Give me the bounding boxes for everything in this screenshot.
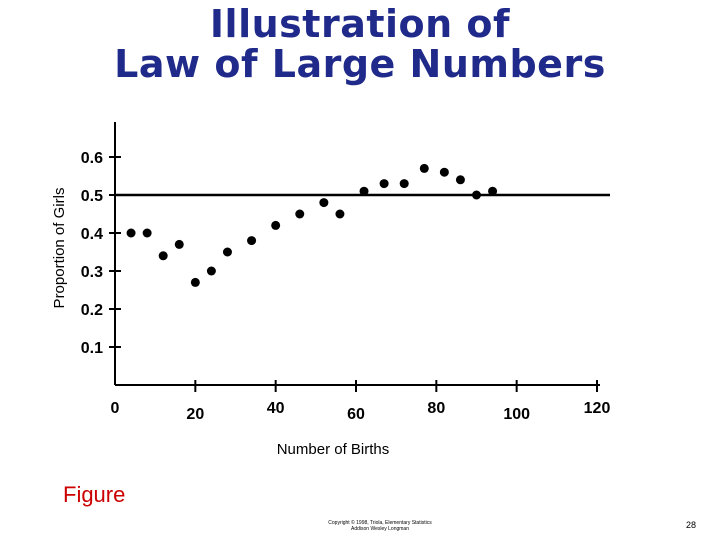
data-point [271, 220, 281, 230]
x-tick-label: 20 [186, 406, 204, 423]
x-tick-label: 100 [503, 406, 530, 423]
data-point [359, 186, 369, 196]
slide-title: Illustration of Law of Large Numbers [0, 4, 720, 84]
data-point [399, 179, 409, 189]
data-point [379, 179, 389, 189]
x-tick-label: 80 [427, 400, 445, 417]
x-tick-label: 120 [584, 400, 611, 417]
data-point [472, 190, 481, 200]
x-axis-ticks: 0 20 40 60 80 100 120 [111, 380, 611, 423]
y-axis-ticks: 0.1 0.2 0.3 0.4 0.5 0.6 [81, 150, 121, 357]
data-point [142, 228, 152, 238]
data-point [439, 167, 449, 177]
x-tick-label: 60 [347, 406, 365, 423]
data-points [126, 163, 498, 287]
figure-label: Figure [63, 482, 126, 507]
y-tick-label: 0.1 [81, 340, 103, 357]
data-point [455, 175, 465, 185]
x-tick-label: 0 [111, 400, 120, 417]
data-point [335, 209, 345, 219]
data-point [247, 236, 257, 246]
y-tick-label: 0.4 [81, 226, 103, 243]
data-point [158, 251, 168, 261]
data-point [295, 209, 305, 219]
data-point [174, 239, 184, 249]
copyright-notice: Copyright © 1998, Triola, Elementary Sta… [300, 520, 460, 532]
data-point [190, 277, 200, 287]
y-tick-label: 0.3 [81, 264, 103, 281]
slide-title-line-2: Law of Large Numbers [114, 42, 606, 86]
y-axis-title: Proportion of Girls [51, 188, 68, 309]
data-point [319, 198, 329, 208]
copyright-line-2: Addison Wesley Longman [351, 526, 409, 532]
y-tick-label: 0.5 [81, 188, 103, 205]
data-point [488, 186, 498, 196]
slide-title-line-1: Illustration of [209, 2, 511, 46]
chart-axes [114, 122, 600, 386]
y-tick-label: 0.6 [81, 150, 103, 167]
data-point [126, 228, 136, 238]
copyright-line-1: Copyright © 1998, Triola, Elementary Sta… [328, 520, 432, 526]
x-tick-label: 40 [267, 400, 285, 417]
data-point [419, 163, 429, 173]
page-number: 28 [686, 520, 697, 530]
y-tick-label: 0.2 [81, 302, 103, 319]
x-axis-title: Number of Births [277, 441, 390, 458]
data-point [206, 266, 216, 276]
data-point [222, 247, 232, 257]
